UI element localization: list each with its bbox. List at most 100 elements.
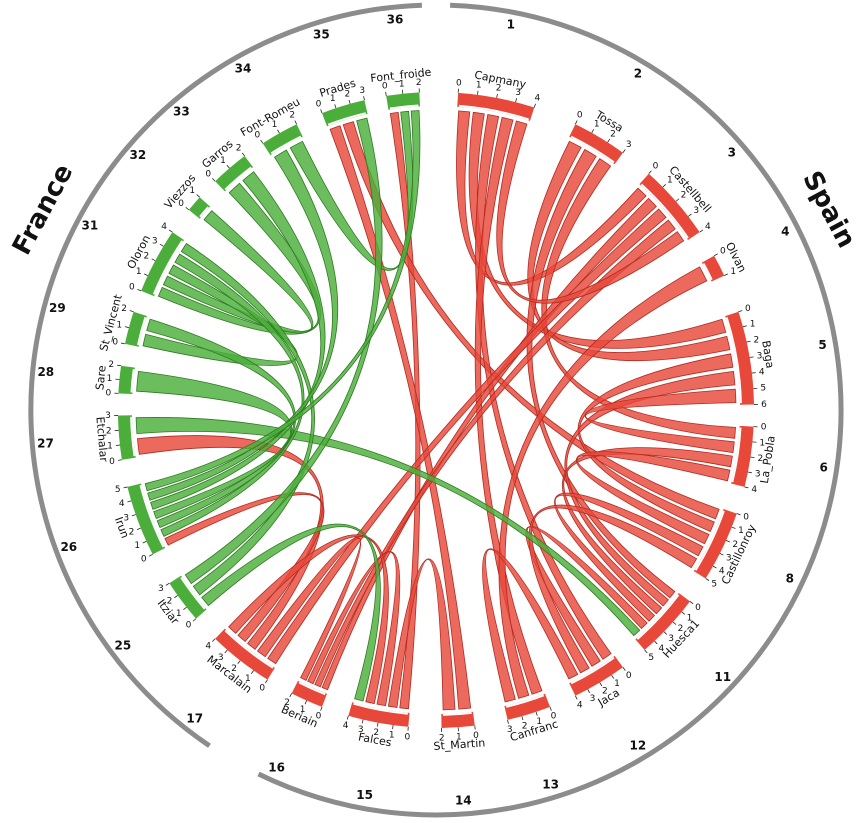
segment-gap-Olvan <box>702 263 713 281</box>
tick-label: 1 <box>107 374 113 384</box>
segment-gap-Tossa <box>570 135 615 164</box>
tick-mark <box>117 459 122 461</box>
tick-label: 2 <box>678 624 684 634</box>
station-number-33: 33 <box>173 104 190 118</box>
tick-label: 0 <box>695 603 701 613</box>
segment-gap-Jaca <box>570 656 615 685</box>
tick-mark <box>731 526 736 529</box>
station-number-32: 32 <box>130 148 147 162</box>
ribbon-5-11 <box>564 370 736 607</box>
tick-label: 6 <box>761 400 767 410</box>
tick-label: 2 <box>236 144 242 154</box>
station-number-1: 1 <box>507 18 515 32</box>
tick-label: 0 <box>109 457 115 467</box>
ribbon-31-25 <box>180 242 315 596</box>
segment-Font_froide <box>386 92 421 110</box>
tick-label: 0 <box>316 99 322 109</box>
station-number-31: 31 <box>82 219 99 233</box>
station-name-Garros: Garros <box>199 137 235 171</box>
segment-Canfranc <box>504 693 551 720</box>
tick-mark <box>521 716 524 721</box>
segment-gap-St_Martin <box>442 711 472 716</box>
ribbon-34-26 <box>147 149 339 501</box>
tick-label: 3 <box>105 411 111 421</box>
ribbon-1-5 <box>468 111 727 349</box>
tick-label: 4 <box>161 222 167 232</box>
segment-gap-Canfranc <box>505 694 545 708</box>
ribbon-14-15 <box>387 558 456 711</box>
ribbon-3-16 <box>314 219 676 688</box>
tick-label: 2 <box>167 597 173 607</box>
segment-gap-Baga <box>725 316 742 404</box>
segment-Marcalain <box>215 628 275 680</box>
segment-Sare <box>118 365 135 395</box>
tick-label: 3 <box>123 513 129 523</box>
tick-label: 2 <box>129 527 135 537</box>
tick-mark <box>168 229 173 233</box>
region-arc-france <box>28 2 422 748</box>
tick-label: 2 <box>231 664 237 674</box>
tick-mark <box>611 674 615 679</box>
station-name-Font_froide: Font_froide <box>370 66 432 85</box>
tick-label: 4 <box>119 499 125 509</box>
segment-gap-Prades <box>327 112 367 126</box>
tick-mark <box>185 207 190 211</box>
segment-gap-Irun <box>139 485 165 548</box>
ribbon-8-11 <box>554 492 704 622</box>
tick-mark <box>662 184 666 188</box>
tick-label: 1 <box>389 731 395 741</box>
tick-mark <box>136 527 141 530</box>
tick-label: 1 <box>134 541 140 551</box>
segment-Castellbell <box>639 173 700 241</box>
tick-label: 0 <box>405 732 411 742</box>
segment-Beriain <box>291 680 328 707</box>
tick-label: 1 <box>399 79 405 89</box>
tick-label: 0 <box>112 337 118 347</box>
station-name-Canfranc: Canfranc <box>508 717 559 744</box>
segment-Etchalar <box>118 415 136 460</box>
ribbon-35-14 <box>329 125 472 710</box>
tick-mark <box>575 695 578 700</box>
tick-mark <box>294 120 297 125</box>
station-number-15: 15 <box>356 788 373 802</box>
station-number-26: 26 <box>60 540 77 554</box>
station-number-3: 3 <box>728 145 736 159</box>
tick-label: 0 <box>205 170 211 180</box>
segment-gap-Castillonroy <box>694 510 725 571</box>
tick-label: 3 <box>626 140 632 150</box>
segment-gap-Marcalain <box>224 629 274 669</box>
segment-gap-Garros <box>224 166 252 191</box>
tick-label: 2 <box>106 427 112 437</box>
tick-label: 0 <box>456 78 462 88</box>
tick-mark <box>477 90 479 95</box>
tick-label: 0 <box>255 130 261 140</box>
tick-label: 3 <box>757 351 763 361</box>
tick-mark <box>705 578 710 581</box>
tick-label: 2 <box>345 90 351 100</box>
ribbon-11-12 <box>525 526 648 667</box>
ribbons <box>135 110 737 711</box>
tick-mark <box>165 582 170 586</box>
tick-mark <box>192 618 197 622</box>
station-name-Jaca: Jaca <box>595 686 622 709</box>
tick-label: 0 <box>653 162 659 172</box>
station-name-Prades: Prades <box>318 76 358 99</box>
ribbon-5-6 <box>584 388 737 454</box>
tick-label: 1 <box>300 705 306 715</box>
tick-mark <box>725 539 730 543</box>
tick-mark <box>361 719 364 724</box>
tick-mark <box>622 667 626 671</box>
tick-label: 3 <box>358 725 364 735</box>
tick-mark <box>289 693 292 698</box>
tick-label: 0 <box>743 512 749 522</box>
segment-Prades <box>321 100 368 127</box>
ribbon-17-27 <box>136 435 324 650</box>
tick-label: 1 <box>176 609 182 619</box>
tick-label: 1 <box>594 120 600 130</box>
tick-label: 2 <box>373 728 379 738</box>
segment-gap-Font_froide <box>389 104 419 110</box>
tick-mark <box>277 129 280 134</box>
tick-label: 3 <box>218 653 224 663</box>
tick-mark <box>587 689 590 694</box>
